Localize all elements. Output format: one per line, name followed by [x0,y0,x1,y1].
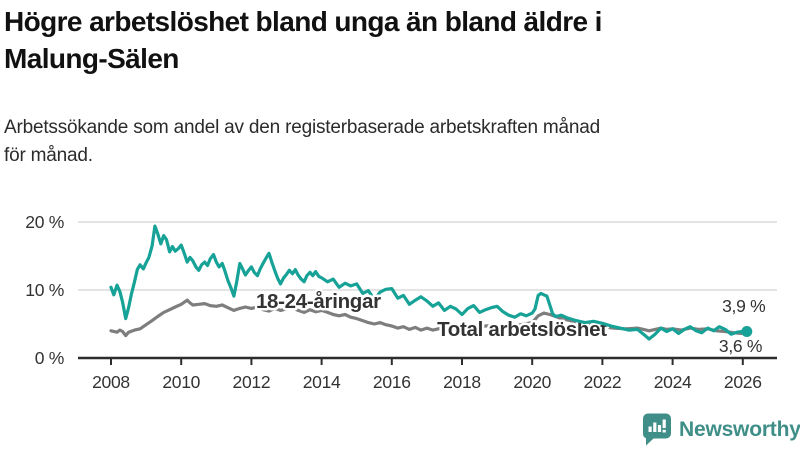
series-label-youth: 18-24-åringar [256,290,381,313]
series-line-total [109,298,745,338]
series-line-youth [109,224,745,341]
x-tick-label: 2010 [162,372,200,392]
page-title: Högre arbetslöshet bland unga än bland ä… [4,6,602,74]
newsworthy-logo-text: Newsworthy [679,417,800,441]
page-subtitle: Arbetssökande som andel av den registerb… [4,117,601,166]
newsworthy-logo: Newsworthy [642,413,800,446]
x-tick-label: 2018 [443,372,481,392]
x-tick-label: 2022 [584,372,622,392]
y-axis-label: 20 % [25,212,64,232]
y-axis-label: 0 % [35,348,64,368]
x-tick-label: 2020 [513,372,551,392]
x-tick-label: 2016 [373,372,411,392]
x-tick-label: 2008 [92,372,130,392]
x-tick-label: 2014 [303,372,341,392]
newsworthy-logo-icon [642,413,671,446]
x-tick-label: 2012 [233,372,271,392]
series-label-total: Total arbetslöshet [437,318,607,341]
x-tick-label: 2024 [654,372,692,392]
x-tick-label: 2026 [724,372,762,392]
end-value-label: 3,6 % [719,336,762,356]
y-axis-label: 10 % [25,280,64,300]
series-end-dot-youth [741,325,753,337]
end-value-label: 3,9 % [722,296,765,316]
